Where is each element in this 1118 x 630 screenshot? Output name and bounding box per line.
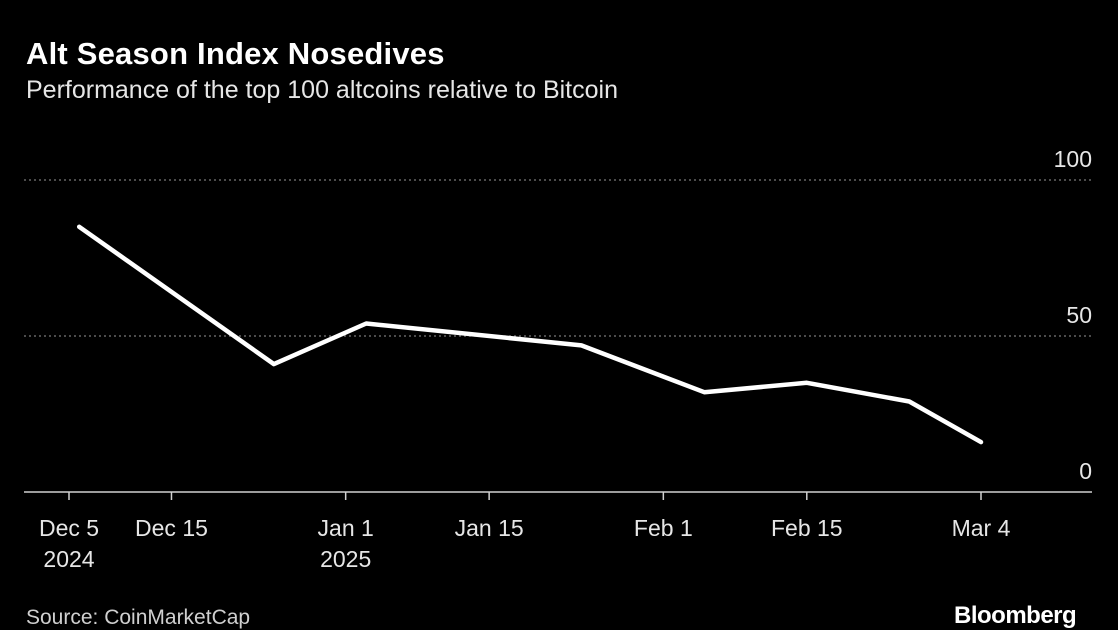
- series-line-0: [79, 227, 981, 442]
- x-tick-label-3: Jan 15: [455, 515, 524, 541]
- x-tick-label-1: Dec 15: [135, 515, 208, 541]
- x-tick-label-5: Feb 15: [771, 515, 843, 541]
- y-tick-label-100: 100: [1054, 146, 1092, 172]
- x-tick-label-0: Dec 5: [39, 515, 99, 541]
- x-tick-label-4: Feb 1: [634, 515, 693, 541]
- gridlines: [24, 180, 1092, 336]
- y-tick-label-50: 50: [1066, 302, 1092, 328]
- x-tick-label-2: Jan 1: [318, 515, 374, 541]
- y-axis-labels: 0 50 100: [1054, 146, 1092, 484]
- line-chart: Dec 5 2024 Dec 15 Jan 1 2025 Jan 15 Feb 1 Feb 1…: [0, 0, 1118, 600]
- series-layer: [79, 227, 981, 442]
- source-note: Source: CoinMarketCap: [26, 606, 250, 630]
- y-tick-label-0: 0: [1079, 458, 1092, 484]
- x-tick-sublabel-2: 2025: [320, 546, 371, 572]
- bloomberg-logo: Bloomberg: [954, 602, 1076, 630]
- x-axis: Dec 5 2024 Dec 15 Jan 1 2025 Jan 15 Feb 1 Feb 1…: [24, 492, 1092, 572]
- x-tick-label-6: Mar 4: [952, 515, 1011, 541]
- x-tick-sublabel-0: 2024: [43, 546, 94, 572]
